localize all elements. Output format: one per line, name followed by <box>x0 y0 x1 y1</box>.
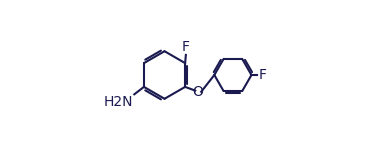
Text: O: O <box>193 85 203 99</box>
Text: F: F <box>182 40 190 54</box>
Text: F: F <box>258 68 266 82</box>
Text: H2N: H2N <box>104 95 133 109</box>
